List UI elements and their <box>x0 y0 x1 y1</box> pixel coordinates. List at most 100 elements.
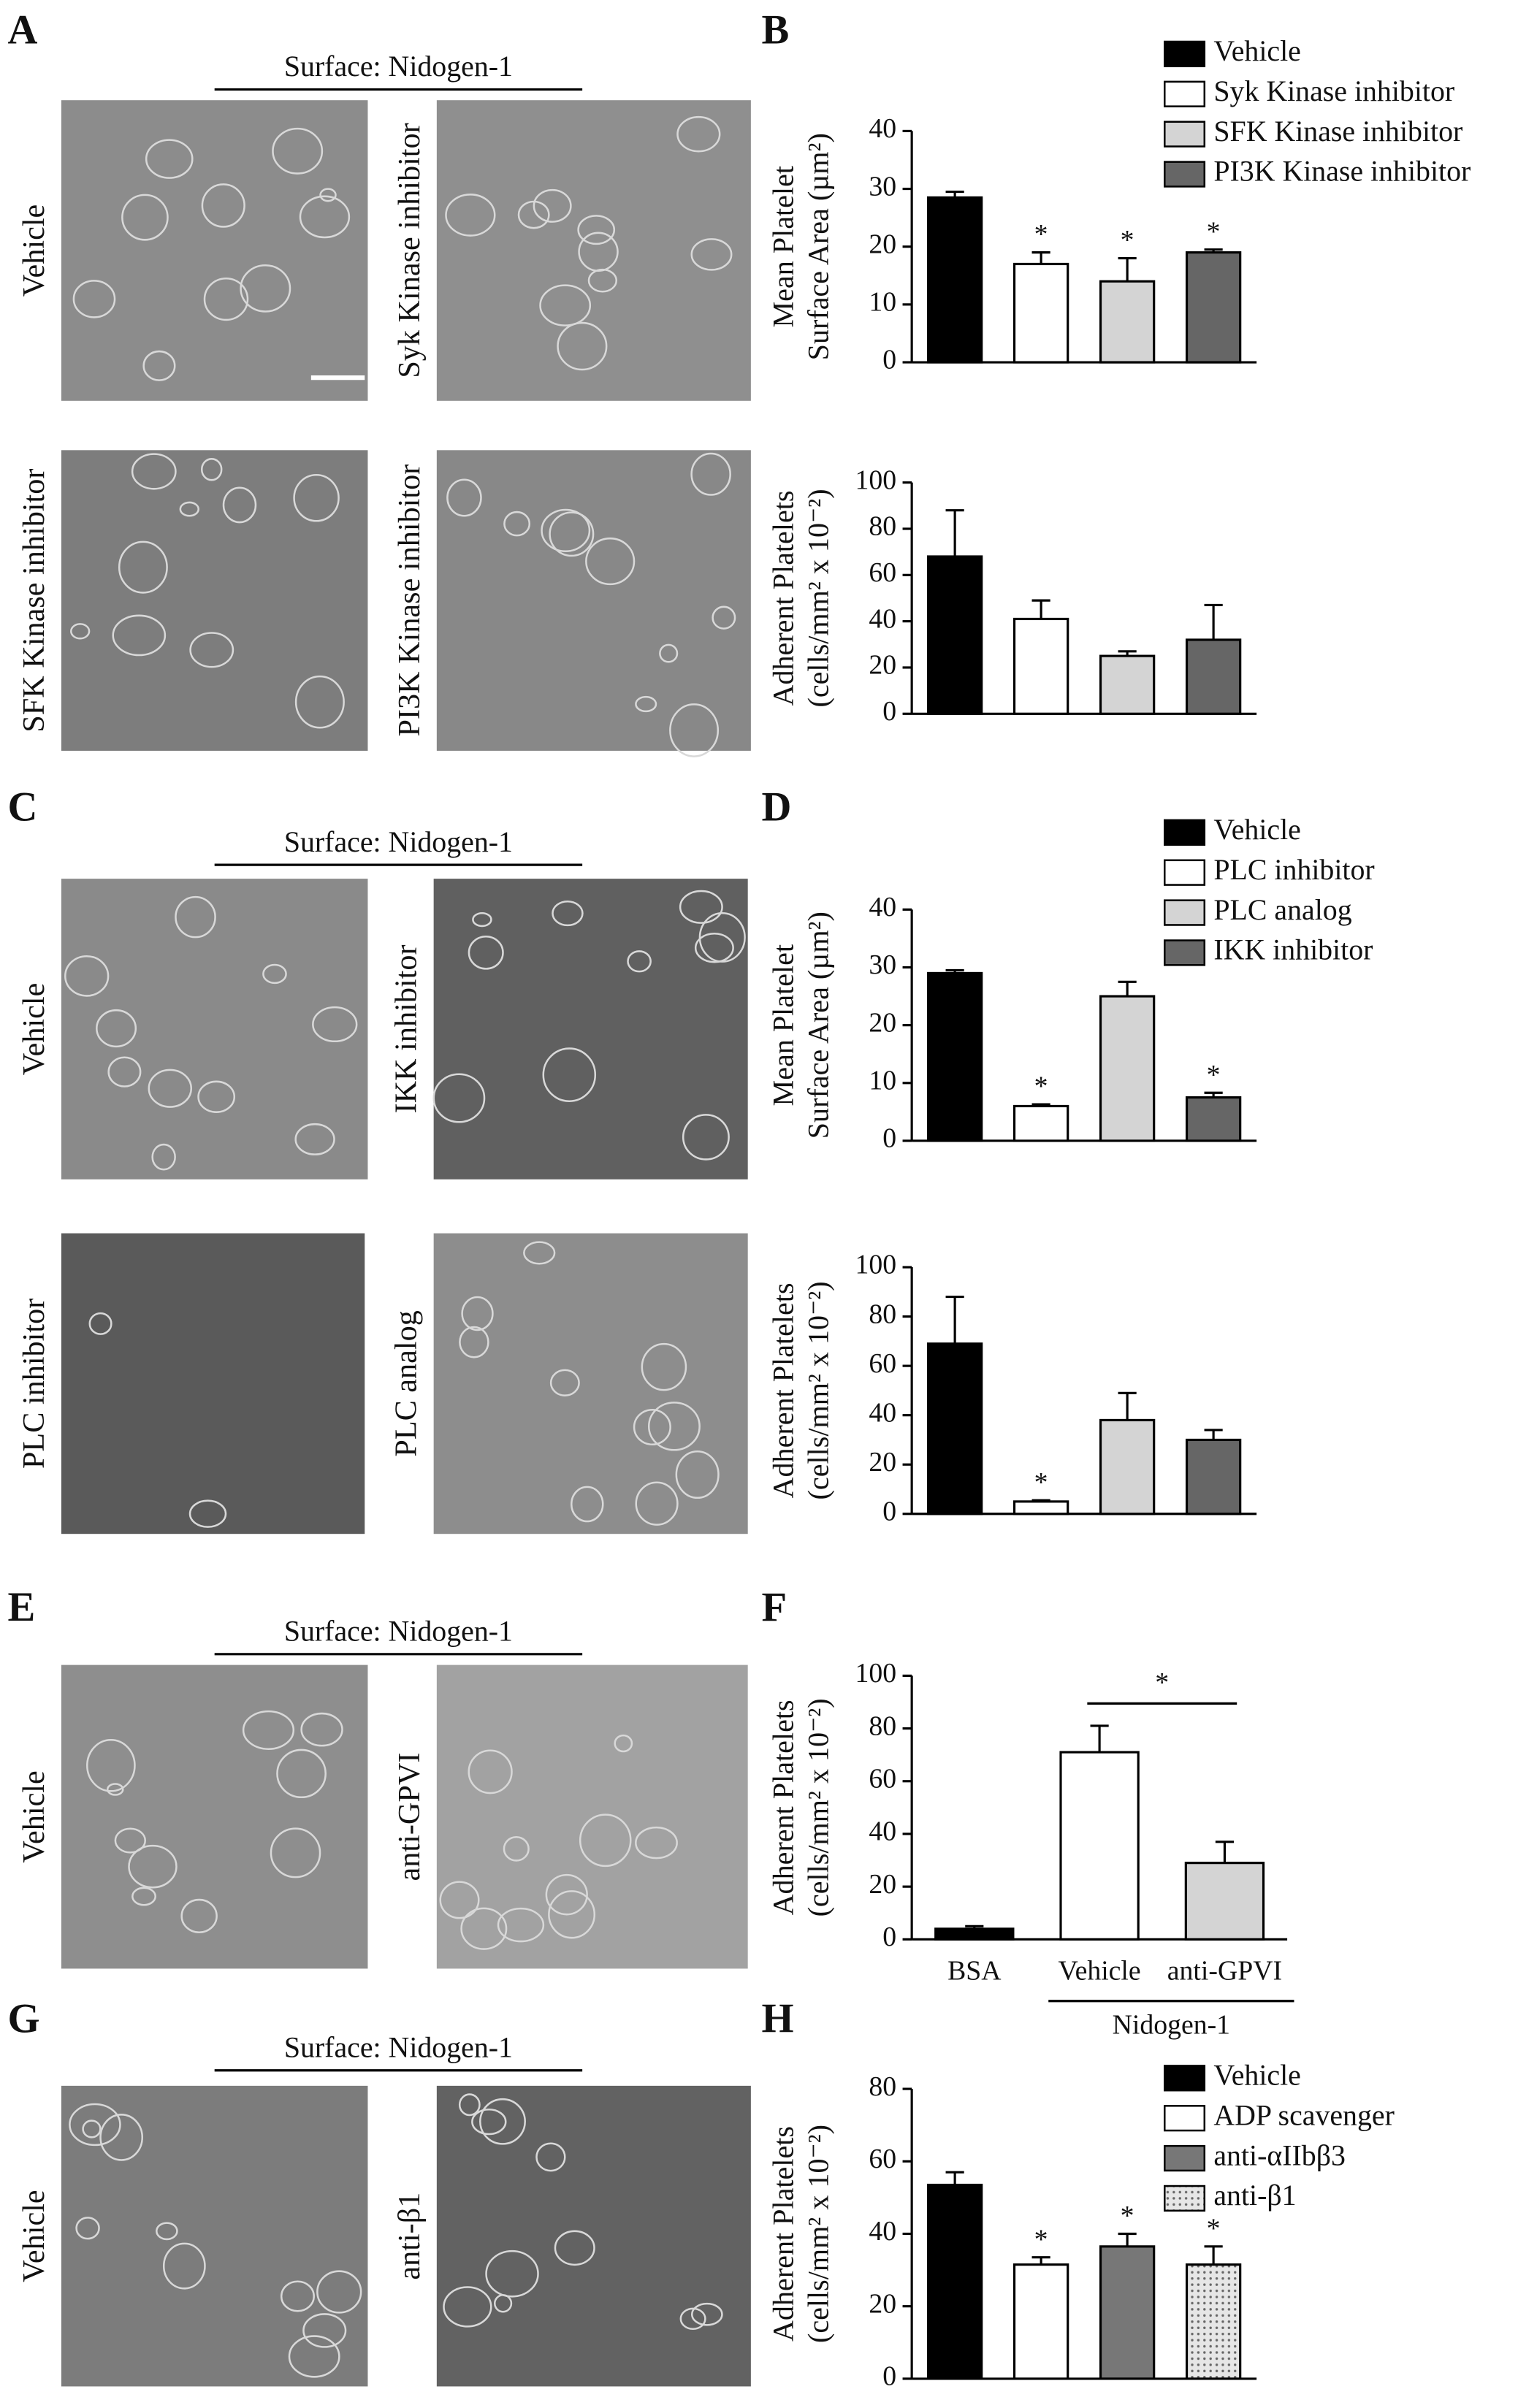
y-axis-label: Adherent Platelets <box>766 1700 799 1915</box>
platelet <box>554 2230 595 2266</box>
platelet <box>189 632 234 668</box>
panel-label: D <box>762 784 792 830</box>
platelet <box>494 2294 513 2313</box>
bar <box>1185 251 1242 364</box>
bar <box>1099 654 1156 715</box>
platelet <box>180 1898 218 1933</box>
legend-label: Syk Kinase inhibitor <box>1213 74 1454 107</box>
y-tick-label: 40 <box>869 1397 896 1428</box>
y-tick-label: 20 <box>869 1007 896 1038</box>
y-tick-label: 40 <box>869 603 896 634</box>
platelet <box>479 2098 526 2145</box>
legend-label: SFK Kinase inhibitor <box>1213 115 1462 148</box>
bar <box>1099 280 1156 364</box>
platelet <box>472 911 492 928</box>
platelet <box>690 452 731 496</box>
platelet <box>107 1056 142 1088</box>
bar <box>926 971 983 1142</box>
platelet <box>533 188 572 223</box>
image-label: Vehicle <box>18 205 51 297</box>
micrograph <box>61 100 368 401</box>
platelet <box>485 2250 539 2298</box>
y-tick-label: 20 <box>869 650 896 681</box>
platelet <box>461 1296 494 1331</box>
platelet <box>288 2335 340 2378</box>
platelet <box>294 1123 335 1155</box>
y-axis-label: (cells/mm² x 10⁻²) <box>802 1698 835 1916</box>
surface-label: Surface: Nidogen-1 <box>284 2030 513 2063</box>
legend-swatch <box>1163 121 1206 148</box>
platelet <box>458 2093 481 2117</box>
platelet <box>148 1069 193 1108</box>
platelet <box>503 511 531 537</box>
panel-label: H <box>762 1995 794 2041</box>
platelet <box>128 1844 178 1889</box>
platelet <box>142 350 176 381</box>
platelet <box>694 932 734 963</box>
micrograph <box>61 450 368 751</box>
image-label: PI3K Kinase inhibitor <box>393 465 427 737</box>
surface-label: Surface: Nidogen-1 <box>284 1614 513 1647</box>
y-tick-label: 20 <box>869 1869 896 1900</box>
platelet <box>669 703 720 757</box>
platelet <box>242 1710 295 1750</box>
bar <box>1099 995 1156 1142</box>
legend-label: Vehicle <box>1213 2058 1300 2091</box>
group-label: Nidogen-1 <box>1113 2009 1230 2040</box>
significance: * <box>1207 216 1221 247</box>
bar <box>1184 1862 1265 1941</box>
platelet <box>299 195 351 239</box>
y-tick-label: 80 <box>869 1299 896 1329</box>
platelet <box>459 1326 489 1358</box>
bar <box>926 1342 983 1515</box>
platelet <box>679 890 723 924</box>
platelet <box>443 2286 492 2328</box>
legend-swatch <box>1163 2185 1206 2212</box>
panel-label: B <box>762 7 790 53</box>
platelet <box>312 1006 358 1043</box>
platelet <box>276 1748 327 1799</box>
y-tick-label: 20 <box>869 229 896 259</box>
y-tick-label: 100 <box>855 1250 897 1280</box>
platelet <box>188 1499 227 1528</box>
platelet <box>75 2217 100 2240</box>
bar <box>1099 2245 1156 2380</box>
legend-label: PLC inhibitor <box>1213 853 1374 886</box>
y-tick-label: 10 <box>869 286 896 317</box>
micrograph <box>61 1233 365 1534</box>
platelet <box>175 895 216 939</box>
platelet <box>539 284 592 326</box>
micrograph <box>61 2085 368 2387</box>
y-tick-label: 20 <box>869 2288 896 2319</box>
platelet <box>549 1369 580 1396</box>
legend-swatch <box>1163 2065 1206 2092</box>
platelet <box>635 695 657 713</box>
significance: * <box>1034 219 1048 250</box>
micrograph <box>61 1664 368 1969</box>
bar <box>1185 1438 1242 1515</box>
significance: * <box>1034 1071 1048 1102</box>
platelet <box>197 1080 236 1113</box>
platelet <box>497 1907 545 1943</box>
platelet <box>446 478 482 517</box>
platelet <box>679 2307 706 2331</box>
y-axis-label: Mean Platelet <box>766 166 799 328</box>
y-tick-label: 100 <box>855 1658 897 1689</box>
micrograph <box>61 879 368 1180</box>
platelet <box>293 473 340 522</box>
y-tick-label: 60 <box>869 557 896 588</box>
platelet <box>162 2242 206 2290</box>
y-tick-label: 0 <box>882 1123 896 1154</box>
bar <box>1012 262 1069 364</box>
platelet <box>460 1907 508 1950</box>
platelet <box>240 264 291 313</box>
image-label: IKK inhibitor <box>390 944 424 1113</box>
x-tick-label: BSA <box>947 1955 1002 1986</box>
platelet <box>682 1114 730 1161</box>
micrograph <box>436 1664 748 1969</box>
legend-swatch <box>1163 859 1206 886</box>
platelet <box>641 1342 687 1391</box>
y-tick-label: 30 <box>869 949 896 980</box>
significance: * <box>1034 2224 1048 2255</box>
